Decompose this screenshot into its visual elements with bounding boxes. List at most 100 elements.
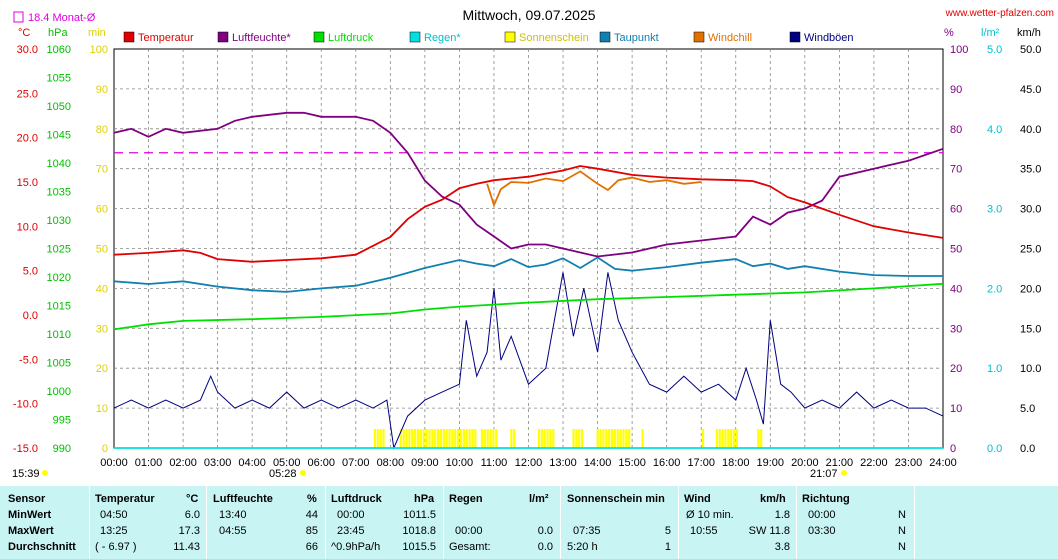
minutes-tick-label: 30 [96,323,108,335]
left-time-marker: 15:39 [12,468,40,480]
x-tick-label: 07:00 [342,457,370,469]
sunshine-bar [428,429,431,448]
sunshine-bar [399,429,402,448]
x-tick-label: 15:00 [618,457,646,469]
x-tick-label: 06:00 [307,457,335,469]
rain-tick-label: 5.0 [987,44,1002,56]
stats-row-min-label: MinWert [8,509,52,521]
sunshine-bar [405,429,408,448]
sunshine-bar [495,429,498,448]
wind-tick-label: 10.0 [1020,363,1041,375]
time-markers: 15:39 05:28 21:07 [12,468,847,480]
sunshine-bar [439,429,443,448]
sunshine-bar [480,429,484,448]
stats-max-sun: 5 [664,525,671,537]
sunshine-bar [608,429,611,448]
sunshine-bar [414,429,417,448]
sunshine-bar [727,429,730,448]
x-tick-label: 24:00 [929,457,957,469]
legend-swatch [504,31,516,43]
weather-chart: Mittwoch, 09.07.2025 www.wetter-pfalzen.… [12,7,1054,480]
wind-tick-label: 35.0 [1020,164,1041,176]
humidity-tick-label: 100 [950,44,968,56]
temp-tick-label: 0.0 [23,310,38,322]
pressure-tick-label: 1020 [47,272,71,284]
stats-rain-total-label: Gesamt: [449,541,491,553]
temp-tick-label: 20.0 [17,133,38,145]
sunshine-bar [382,429,385,448]
humidity-tick-label: 30 [950,323,962,335]
x-tick-label: 21:00 [826,457,854,469]
series-luftfeuchte [113,111,944,258]
humidity-tick-label: 60 [950,204,962,216]
sunshine-bar [732,429,736,448]
stats-min-press-time: 00:00 [337,509,365,521]
site-link[interactable]: www.wetter-pfalzen.com [945,8,1054,19]
temp-tick-label: 25.0 [17,88,38,100]
wind-tick-label: 50.0 [1020,44,1041,56]
stats-max-rain-time: 00:00 [455,525,483,537]
temp-tick-label: -15.0 [13,443,38,455]
sunshine-bar [735,429,739,448]
sunshine-bar [599,429,602,448]
sunshine-bar [434,429,437,448]
stats-max-dir-time: 03:30 [808,525,836,537]
stats-avg-temp: 11.43 [173,541,200,553]
sunshine-bar [373,429,376,448]
temp-tick-label: 10.0 [17,221,38,233]
sunshine-bar [718,429,721,448]
sunshine-bar [422,429,425,448]
sunshine-bar [376,429,379,448]
temp-tick-label: 30.0 [17,44,38,56]
chart-title: Mittwoch, 09.07.2025 [462,7,595,23]
sunshine-bar [486,429,489,448]
stats-sun-total: 5:20 h [567,541,598,553]
stats-header-rain: Regen [449,493,483,505]
x-tick-label: 02:00 [169,457,197,469]
minutes-tick-label: 70 [96,164,108,176]
sunshine-bar [578,429,581,448]
stats-max-hum: 85 [305,525,318,537]
series-temperatur [113,165,944,263]
x-tick-label: 14:00 [584,457,612,469]
x-tick-label: 23:00 [895,457,923,469]
stats-avg-dir: N [898,541,906,553]
legend-swatch [409,31,421,43]
sunshine-bar [483,429,486,448]
pressure-tick-label: 995 [53,415,71,427]
sunshine-bar [605,429,608,448]
month-avg-legend-box [13,11,24,23]
humidity-tick-label: 80 [950,124,962,136]
humidity-tick-label: 70 [950,164,962,176]
pressure-unit-label: hPa [48,27,68,39]
sunrise-marker: 05:28 [269,468,297,480]
minutes-tick-label: 50 [96,244,108,256]
x-tick-label: 20:00 [791,457,819,469]
sunshine-bar [459,429,463,448]
pressure-tick-label: 1035 [47,187,71,199]
legend-label: Luftdruck [328,32,374,44]
x-tick-label: 11:00 [481,457,508,469]
minutes-tick-label: 10 [96,403,108,415]
wind-unit-label: km/h [1017,27,1041,39]
pressure-tick-label: 1045 [47,130,71,142]
sunshine-bar [540,429,543,448]
wind-tick-label: 20.0 [1020,283,1041,295]
sunshine-bar [724,429,727,448]
wind-tick-label: 0.0 [1020,443,1035,455]
minutes-tick-label: 60 [96,204,108,216]
pressure-tick-label: 1040 [47,158,71,170]
stats-header-rain-unit: l/m² [529,493,549,505]
legend-swatch [789,31,801,43]
stats-max-dir: N [898,525,906,537]
stats-avg-temp-note: ( - 6.97 ) [95,541,137,553]
sunshine-bar [715,429,718,448]
pressure-tick-label: 1000 [47,386,71,398]
sunshine-bar [379,429,382,448]
minutes-tick-label: 20 [96,363,108,375]
temp-tick-label: 15.0 [17,177,38,189]
humidity-tick-label: 40 [950,283,962,295]
stats-max-hum-time: 04:55 [219,525,247,537]
stats-min-hum-time: 13:40 [219,509,247,521]
x-tick-label: 00:00 [100,457,128,469]
